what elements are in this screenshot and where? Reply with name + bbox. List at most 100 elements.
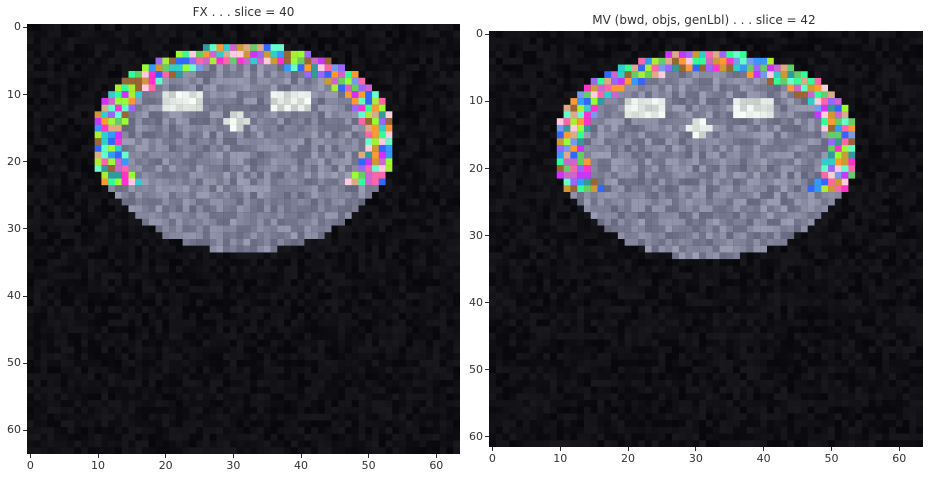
image-pixel xyxy=(202,37,210,45)
image-pixel xyxy=(590,91,598,99)
image-pixel xyxy=(108,339,116,347)
image-pixel xyxy=(155,225,163,233)
image-pixel xyxy=(121,198,129,206)
image-pixel xyxy=(263,427,271,434)
image-pixel xyxy=(189,144,197,152)
image-pixel xyxy=(175,212,183,219)
image-pixel xyxy=(223,57,231,65)
image-pixel xyxy=(489,37,496,45)
image-pixel xyxy=(108,366,116,374)
image-pixel xyxy=(54,447,61,454)
image-pixel xyxy=(148,97,156,105)
image-pixel xyxy=(277,191,285,199)
image-pixel xyxy=(412,131,420,139)
image-pixel xyxy=(611,71,618,79)
image-pixel xyxy=(895,51,903,58)
image-pixel xyxy=(67,77,75,85)
image-pixel xyxy=(338,144,346,152)
image-pixel xyxy=(47,420,55,428)
image-pixel xyxy=(108,272,116,280)
image-pixel xyxy=(489,77,496,85)
image-pixel xyxy=(344,447,352,454)
image-pixel xyxy=(358,131,366,139)
image-pixel xyxy=(678,64,686,72)
image-pixel xyxy=(324,24,332,31)
image-pixel xyxy=(243,400,251,408)
image-pixel xyxy=(405,171,413,179)
image-pixel xyxy=(419,312,427,320)
image-pixel xyxy=(229,440,237,448)
image-pixel xyxy=(277,77,285,85)
image-pixel xyxy=(229,447,237,454)
image-pixel xyxy=(60,319,68,327)
image-pixel xyxy=(175,259,183,267)
image-pixel xyxy=(54,198,61,206)
image-pixel xyxy=(101,171,109,179)
image-pixel xyxy=(27,326,34,334)
image-pixel xyxy=(338,400,346,408)
image-pixel xyxy=(223,333,231,340)
image-pixel xyxy=(209,346,217,354)
image-pixel xyxy=(60,393,68,401)
image-pixel xyxy=(358,50,366,58)
image-pixel xyxy=(67,165,75,172)
image-pixel xyxy=(739,91,747,99)
image-pixel xyxy=(439,144,447,152)
image-pixel xyxy=(284,212,291,219)
image-pixel xyxy=(169,406,176,414)
image-pixel xyxy=(432,50,440,58)
image-pixel xyxy=(162,440,170,448)
image-pixel xyxy=(385,77,393,85)
image-pixel xyxy=(223,24,231,31)
image-pixel xyxy=(739,31,747,38)
image-pixel xyxy=(27,198,34,206)
image-pixel xyxy=(821,98,829,105)
image-pixel xyxy=(304,205,312,213)
image-pixel xyxy=(509,91,517,99)
image-pixel xyxy=(297,218,305,226)
image-pixel xyxy=(412,232,420,240)
image-pixel xyxy=(175,353,183,361)
image-pixel xyxy=(344,427,352,434)
image-pixel xyxy=(358,178,366,186)
image-pixel xyxy=(121,24,129,31)
image-pixel xyxy=(236,252,244,260)
image-pixel xyxy=(236,97,244,105)
image-pixel xyxy=(317,64,325,72)
image-pixel xyxy=(47,138,55,146)
image-pixel xyxy=(365,306,373,314)
image-pixel xyxy=(223,97,231,105)
image-pixel xyxy=(196,380,204,387)
image-pixel xyxy=(202,447,210,454)
image-pixel xyxy=(169,286,176,293)
image-pixel xyxy=(284,272,291,280)
image-pixel xyxy=(344,433,352,441)
image-pixel xyxy=(155,212,163,219)
image-pixel xyxy=(889,57,897,65)
image-pixel xyxy=(412,218,420,226)
image-pixel xyxy=(175,427,183,434)
image-pixel xyxy=(216,373,224,381)
image-pixel xyxy=(189,272,197,280)
image-pixel xyxy=(331,326,339,334)
image-pixel xyxy=(148,165,156,172)
image-pixel xyxy=(399,64,407,72)
image-pixel xyxy=(270,339,278,347)
image-pixel xyxy=(243,359,251,367)
image-pixel xyxy=(358,165,366,172)
image-pixel xyxy=(155,144,163,152)
image-pixel xyxy=(378,259,386,267)
image-pixel xyxy=(344,84,352,92)
image-pixel xyxy=(114,400,122,408)
image-pixel xyxy=(182,420,190,428)
image-pixel xyxy=(604,44,612,52)
image-pixel xyxy=(155,433,163,441)
image-pixel xyxy=(148,427,156,434)
image-pixel xyxy=(338,24,346,31)
image-pixel xyxy=(270,239,278,246)
image-pixel xyxy=(412,185,420,193)
image-pixel xyxy=(236,91,244,99)
image-pixel xyxy=(175,400,183,408)
image-pixel xyxy=(331,97,339,105)
image-pixel xyxy=(372,292,379,300)
